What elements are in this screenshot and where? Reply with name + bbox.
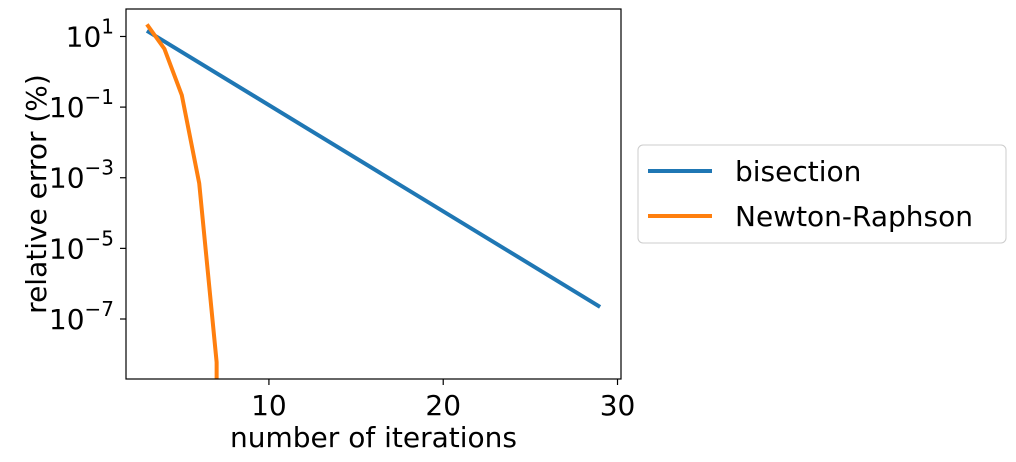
plot-area <box>145 23 602 379</box>
x-tick-label: 10 <box>251 389 287 422</box>
y-tick-label: 10−5 <box>49 226 114 265</box>
y-axis: 101 10−1 10−3 10−5 10−7 <box>49 14 126 336</box>
x-tick-label: 20 <box>425 389 461 422</box>
x-tick-label: 30 <box>600 389 636 422</box>
y-axis-label: relative error (%) <box>20 74 53 314</box>
y-tick-label: 10−1 <box>49 85 114 124</box>
y-tick-label: 101 <box>66 14 114 53</box>
plot-frame <box>125 8 622 380</box>
legend: bisection Newton-Raphson <box>637 144 1007 244</box>
y-tick-label: 10−7 <box>49 297 114 336</box>
y-tick-label: 10−3 <box>49 156 114 195</box>
series-line-bisection <box>145 29 602 309</box>
legend-box <box>637 144 1007 244</box>
x-axis-label: number of iterations <box>230 421 517 454</box>
series-line-newton-raphson <box>145 23 219 379</box>
legend-label: bisection <box>735 155 861 188</box>
legend-label: Newton-Raphson <box>735 200 973 233</box>
x-axis: 10 20 30 <box>251 379 635 422</box>
